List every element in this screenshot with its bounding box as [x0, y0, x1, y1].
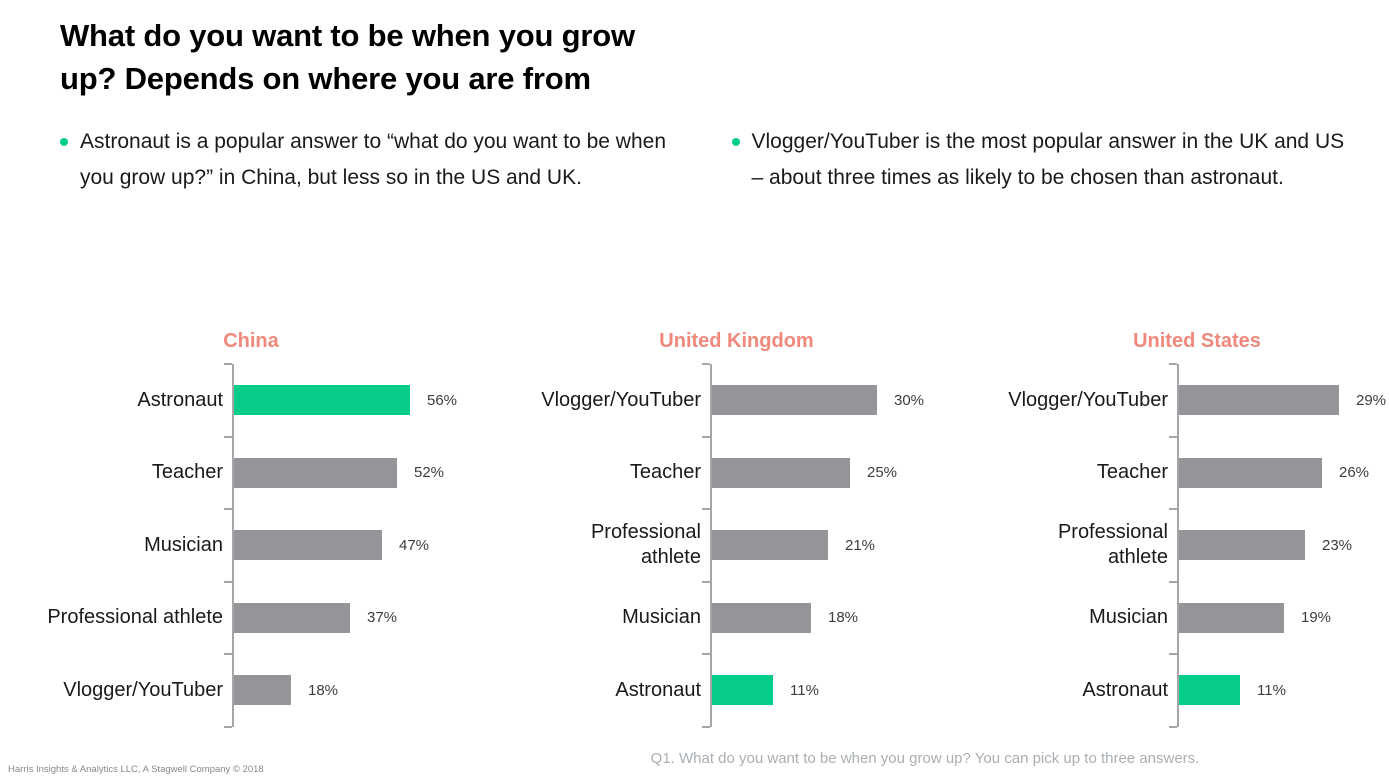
chart-title: United Kingdom: [659, 330, 814, 352]
page-title: What do you want to be when you grow up? …: [60, 14, 1389, 100]
bar-chart: United Kingdom Vlogger/YouTuber 30% Teache…: [472, 330, 935, 727]
bar: [1179, 530, 1305, 561]
bar-row: Astronaut 56%: [30, 363, 472, 437]
bar-area: 25%: [702, 435, 935, 509]
bar: [712, 530, 828, 561]
bar: [234, 457, 397, 488]
value-label: 19%: [1301, 609, 1332, 627]
value-label: 56%: [427, 391, 458, 409]
category-label: Professional athlete: [1057, 521, 1168, 569]
bar-area: 21%: [702, 508, 935, 582]
page-title-line2: up? Depends on where you are from: [60, 61, 591, 96]
value-label: 23%: [1322, 536, 1353, 554]
page-title-line1: What do you want to be when you grow: [60, 18, 635, 53]
bullet-item-uk-us: Vlogger/YouTuber is the most popular ans…: [731, 124, 1346, 196]
charts-row: China Astronaut 56% Teacher 52% Musician 47% P…: [0, 330, 1389, 727]
bar-row: Vlogger/YouTuber 30%: [538, 363, 935, 437]
bar-area: 29%: [1169, 363, 1389, 437]
source-note: Harris Insights & Analytics LLC, A Stagw…: [8, 764, 264, 775]
bar: [234, 602, 350, 633]
bar: [712, 457, 850, 488]
category-label: Astronaut: [615, 678, 701, 701]
bar-highlighted: [234, 385, 410, 416]
bar: [1179, 457, 1322, 488]
category-label: Teacher: [1096, 461, 1168, 484]
bar-area: 52%: [224, 435, 472, 509]
bar-area: 11%: [702, 653, 935, 727]
bar-area: 19%: [1169, 580, 1389, 654]
survey-question-note: Q1. What do you want to be when you grow…: [650, 750, 1200, 767]
bar: [712, 602, 811, 633]
bar-row: Professional athlete 23%: [1005, 508, 1389, 582]
bar-highlighted: [1179, 675, 1240, 706]
bar-chart: China Astronaut 56% Teacher 52% Musician 47% P…: [0, 330, 472, 727]
bullet-list: Astronaut is a popular answer to “what d…: [60, 124, 1345, 196]
value-label: 11%: [790, 681, 819, 699]
bar-row: Astronaut 11%: [1005, 653, 1389, 727]
category-label: Musician: [1089, 606, 1168, 629]
bar-row: Vlogger/YouTuber 29%: [1005, 363, 1389, 437]
bar-chart: United States Vlogger/YouTuber 29% Teacher…: [935, 330, 1389, 727]
bar-area: 30%: [702, 363, 935, 437]
value-label: 18%: [308, 681, 339, 699]
value-label: 21%: [845, 536, 876, 554]
bullet-item-china: Astronaut is a popular answer to “what d…: [60, 124, 674, 196]
bar-row: Musician 19%: [1005, 580, 1389, 654]
bar-highlighted: [712, 675, 773, 706]
bar-row: Professional athlete 37%: [30, 580, 472, 654]
value-label: 30%: [894, 391, 925, 409]
value-label: 18%: [828, 609, 859, 627]
value-label: 26%: [1339, 464, 1370, 482]
bullet-text: Vlogger/YouTuber is the most popular ans…: [751, 130, 1345, 189]
bar-row: Teacher 52%: [30, 435, 472, 509]
slide: What do you want to be when you grow up? …: [0, 14, 1389, 775]
value-label: 11%: [1257, 681, 1286, 699]
bar-area: 18%: [224, 653, 472, 727]
chart-plot: Astronaut 56% Teacher 52% Musician 47% Profess…: [30, 363, 472, 727]
bullet-text: Astronaut is a popular answer to “what d…: [80, 130, 667, 189]
bar-area: 11%: [1169, 653, 1389, 727]
value-label: 47%: [399, 536, 430, 554]
bar-row: Teacher 25%: [538, 435, 935, 509]
bar-row: Professional athlete 21%: [538, 508, 935, 582]
bullet-dot-icon: [731, 138, 740, 146]
bar-area: 23%: [1169, 508, 1389, 582]
bar: [712, 385, 877, 416]
chart-plot: Vlogger/YouTuber 29% Teacher 26% Professiona…: [1005, 363, 1389, 727]
bar-area: 18%: [702, 580, 935, 654]
bar: [1179, 602, 1284, 633]
bar-area: 37%: [224, 580, 472, 654]
category-label: Vlogger/YouTuber: [1008, 388, 1168, 411]
chart-title: China: [223, 330, 279, 352]
category-label: Professional athlete: [590, 521, 701, 569]
bar-row: Musician 18%: [538, 580, 935, 654]
bullet-dot-icon: [60, 138, 68, 146]
bar-row: Teacher 26%: [1005, 435, 1389, 509]
bar-area: 47%: [224, 508, 472, 582]
category-label: Musician: [144, 533, 223, 556]
category-label: Vlogger/YouTuber: [63, 678, 223, 701]
bar-area: 56%: [224, 363, 472, 437]
bar: [234, 675, 291, 706]
value-label: 25%: [867, 464, 898, 482]
value-label: 52%: [414, 464, 445, 482]
value-label: 37%: [367, 609, 398, 627]
category-label: Teacher: [629, 461, 701, 484]
bar-row: Astronaut 11%: [538, 653, 935, 727]
bar-row: Musician 47%: [30, 508, 472, 582]
category-label: Astronaut: [137, 388, 223, 411]
category-label: Vlogger/YouTuber: [541, 388, 701, 411]
category-label: Astronaut: [1082, 678, 1168, 701]
value-label: 29%: [1356, 391, 1387, 409]
chart-plot: Vlogger/YouTuber 30% Teacher 25% Professiona…: [538, 363, 935, 727]
bar-row: Vlogger/YouTuber 18%: [30, 653, 472, 727]
category-label: Professional athlete: [47, 606, 223, 629]
bar: [1179, 385, 1339, 416]
chart-title: United States: [1133, 330, 1261, 352]
bar-area: 26%: [1169, 435, 1389, 509]
category-label: Musician: [622, 606, 701, 629]
bar: [234, 530, 382, 561]
category-label: Teacher: [151, 461, 223, 484]
